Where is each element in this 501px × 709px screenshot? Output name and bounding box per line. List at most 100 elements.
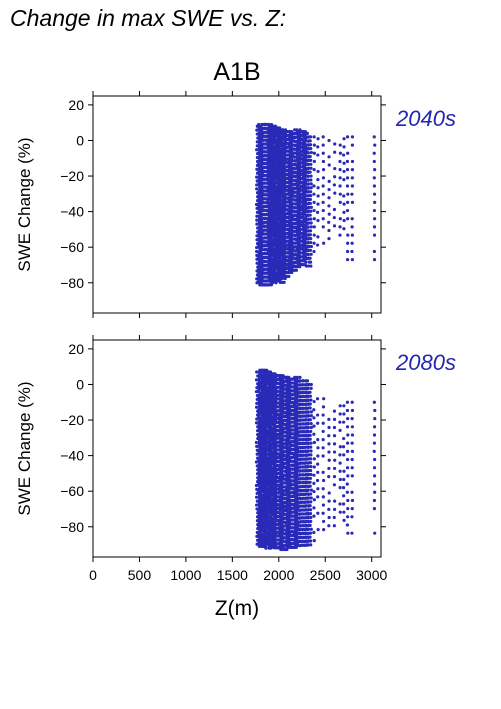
- data-point: [312, 184, 316, 188]
- plot-frame: [92, 95, 382, 314]
- data-point: [259, 513, 264, 517]
- data-point: [333, 142, 337, 146]
- data-point: [283, 454, 287, 458]
- data-point: [296, 176, 300, 181]
- data-point: [271, 192, 275, 197]
- data-point: [332, 224, 337, 228]
- data-point: [268, 485, 273, 489]
- data-point: [283, 375, 287, 379]
- data-point: [257, 126, 261, 130]
- data-point: [345, 184, 350, 188]
- data-point: [262, 177, 266, 181]
- data-point: [276, 202, 280, 206]
- data-point: [269, 171, 273, 175]
- data-point: [312, 168, 316, 172]
- data-point: [309, 237, 313, 241]
- data-point: [271, 538, 275, 542]
- data-point: [304, 182, 308, 186]
- data-point: [259, 470, 264, 474]
- data-point: [299, 149, 303, 153]
- data-point: [296, 157, 300, 161]
- data-point: [278, 229, 282, 234]
- y-tick-label: 0: [76, 376, 84, 392]
- data-point: [273, 499, 277, 503]
- data-point: [271, 507, 275, 511]
- data-point: [372, 135, 376, 139]
- data-point: [295, 184, 300, 188]
- data-point: [287, 245, 291, 249]
- data-point: [295, 165, 299, 169]
- data-point: [283, 536, 287, 540]
- data-point: [285, 145, 289, 149]
- data-point: [280, 520, 285, 524]
- data-point: [278, 151, 282, 155]
- data-point: [276, 194, 281, 198]
- data-point: [295, 227, 299, 231]
- data-point: [309, 150, 314, 155]
- data-point: [280, 129, 284, 134]
- data-point: [271, 436, 275, 440]
- data-point: [264, 452, 268, 456]
- data-point: [345, 135, 350, 139]
- data-point: [266, 175, 270, 179]
- data-point: [267, 380, 271, 384]
- data-point: [264, 193, 268, 197]
- data-point: [264, 205, 269, 209]
- data-point: [271, 189, 275, 193]
- data-point: [259, 540, 264, 545]
- data-point: [285, 459, 289, 463]
- data-point: [276, 542, 280, 546]
- data-point: [333, 166, 337, 171]
- data-point: [305, 131, 309, 135]
- data-point: [259, 283, 263, 287]
- data-point: [278, 186, 282, 191]
- data-point: [372, 151, 376, 155]
- data-point: [282, 493, 286, 497]
- data-point: [259, 154, 263, 158]
- data-point: [290, 444, 294, 448]
- data-point: [273, 487, 278, 491]
- data-point: [285, 231, 289, 235]
- data-point: [290, 377, 294, 381]
- data-point: [257, 244, 261, 248]
- data-point: [274, 526, 278, 530]
- data-point: [275, 444, 279, 448]
- data-point: [259, 521, 263, 525]
- data-point: [280, 500, 284, 505]
- data-point: [309, 240, 313, 245]
- data-point: [265, 519, 269, 523]
- data-point: [273, 138, 277, 142]
- data-point: [304, 264, 308, 268]
- data-point: [287, 170, 292, 175]
- data-point: [296, 387, 300, 391]
- data-point: [268, 438, 273, 442]
- data-point: [373, 143, 377, 147]
- data-point: [309, 209, 313, 213]
- data-point: [312, 143, 316, 147]
- data-point: [293, 261, 297, 265]
- data-point: [282, 414, 286, 419]
- data-point: [281, 235, 285, 239]
- data-point: [278, 422, 282, 426]
- page-title: Change in max SWE vs. Z:: [10, 5, 287, 31]
- data-point: [268, 249, 273, 254]
- data-point: [296, 133, 300, 138]
- data-point: [350, 135, 355, 139]
- data-point: [278, 210, 282, 214]
- data-point: [262, 158, 266, 162]
- data-point: [264, 150, 269, 154]
- data-point: [262, 378, 266, 382]
- data-point: [280, 192, 284, 196]
- y-tick-label: −20: [60, 168, 84, 184]
- data-point: [290, 455, 295, 459]
- data-point: [285, 471, 289, 475]
- data-point: [288, 206, 292, 210]
- data-point: [280, 454, 284, 458]
- data-point: [295, 379, 300, 383]
- data-point: [285, 227, 290, 231]
- data-point: [287, 233, 291, 237]
- data-point: [283, 473, 287, 477]
- y-axis-label: SWE Change (%): [15, 137, 34, 271]
- data-point: [306, 150, 310, 155]
- data-point: [342, 145, 346, 149]
